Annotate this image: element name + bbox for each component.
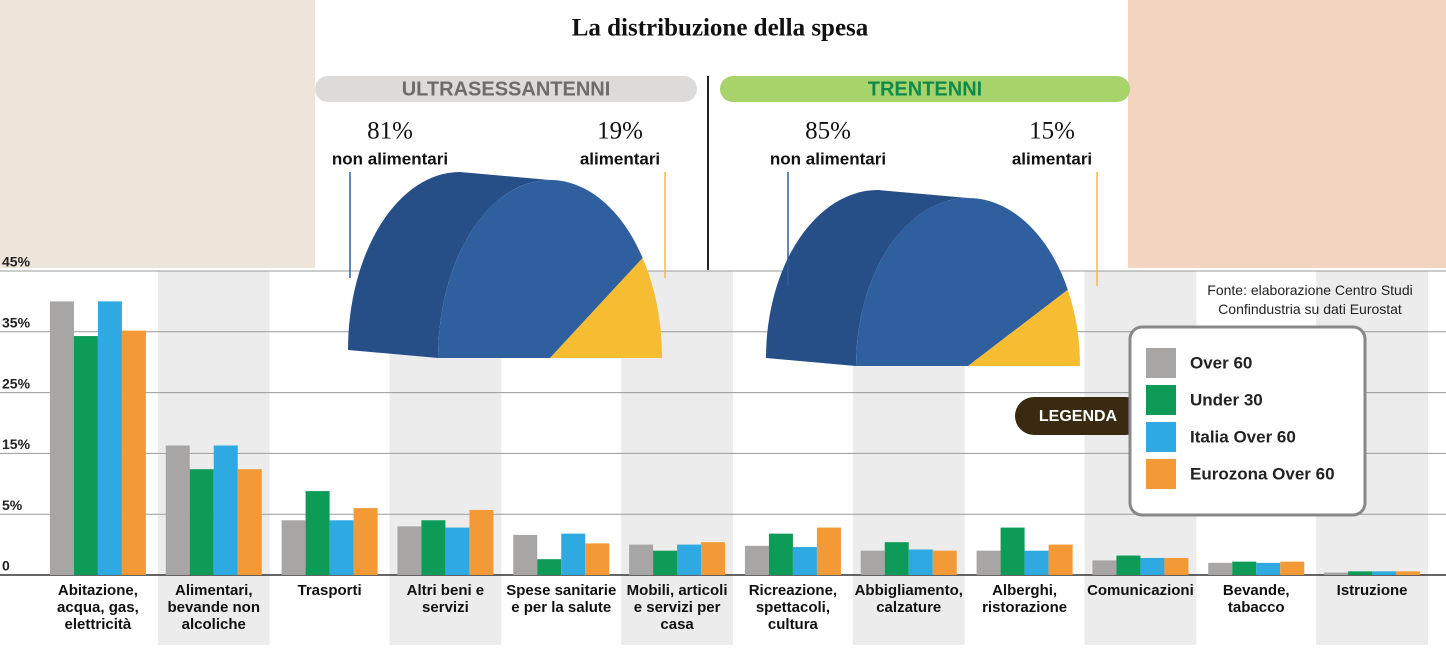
bar: [122, 331, 146, 575]
chart-title: La distribuzione della spesa: [572, 15, 869, 42]
bar: [513, 535, 537, 575]
pie-value-label: 15%: [1029, 118, 1075, 145]
bar: [445, 528, 469, 575]
bar: [1256, 563, 1280, 575]
y-tick-label: 35%: [2, 315, 31, 331]
bar: [745, 546, 769, 575]
bar: [1164, 558, 1188, 575]
x-tick-label: Altri beni e servizi: [389, 582, 501, 616]
page: La distribuzione della spesa 0 5% 15% 25% 35…: [0, 0, 1446, 660]
legend-label: Under 30: [1190, 390, 1263, 409]
bar: [561, 534, 585, 575]
legend-swatch: [1146, 348, 1176, 378]
bar: [98, 301, 122, 575]
bar: [330, 520, 354, 575]
x-tick-label: Alimentari, bevande non alcoliche: [158, 582, 270, 633]
bar: [1025, 551, 1049, 575]
bar: [817, 528, 841, 575]
pie-category-label: alimentari: [580, 149, 660, 168]
bar: [933, 551, 957, 575]
bar: [769, 534, 793, 575]
bar: [1324, 573, 1348, 575]
bar: [585, 543, 609, 575]
pie-value-label: 19%: [597, 118, 643, 145]
bar: [166, 445, 190, 575]
bar: [861, 551, 885, 575]
bar: [1232, 562, 1256, 575]
bar: [306, 491, 330, 575]
bar: [1092, 560, 1116, 575]
legend-swatch: [1146, 385, 1176, 415]
bar: [629, 545, 653, 575]
x-tick-label: Abitazione, acqua, gas, elettricità: [42, 582, 154, 633]
y-tick-label: 15%: [2, 436, 31, 452]
bar: [1049, 545, 1073, 575]
bar: [469, 510, 493, 575]
bar: [1396, 571, 1420, 575]
x-tick-label: Abbigliamento, calzature: [853, 582, 965, 616]
bar: [1348, 571, 1372, 575]
bar: [1140, 558, 1164, 575]
chart: La distribuzione della spesa 0 5% 15% 25% 35…: [0, 0, 1446, 660]
pie-category-label: non alimentari: [332, 149, 448, 168]
bar: [1116, 556, 1140, 575]
pie-value-label: 81%: [367, 118, 413, 145]
bar: [677, 545, 701, 575]
pie-value-label: 85%: [805, 118, 851, 145]
pie-title: ULTRASESSANTENNI: [402, 78, 611, 100]
x-tick-label: Trasporti: [274, 582, 386, 599]
x-tick-label: Ricreazione, spettacoli, cultura: [737, 582, 849, 633]
y-tick-label: 0: [2, 558, 10, 574]
legend-swatch: [1146, 422, 1176, 452]
bar: [190, 469, 214, 575]
bar: [50, 301, 74, 575]
bar: [653, 551, 677, 575]
bar: [909, 549, 933, 575]
pie-title: TRENTENNI: [868, 78, 982, 100]
bar: [421, 520, 445, 575]
photo-elderly: [0, 0, 315, 268]
pie-category-label: alimentari: [1012, 149, 1092, 168]
bar: [1208, 563, 1232, 575]
bar: [701, 542, 725, 575]
bar: [885, 542, 909, 575]
x-tick-label: Mobili, articoli e servizi per casa: [621, 582, 733, 633]
x-tick-label: Comunicazioni: [1084, 582, 1196, 599]
x-tick-label: Istruzione: [1316, 582, 1428, 599]
bar: [1001, 528, 1025, 575]
photo-young: [1128, 0, 1446, 268]
source-note: Fonte: elaborazione Centro Studi Confind…: [1200, 281, 1420, 319]
bar: [214, 445, 238, 575]
legend-swatch: [1146, 459, 1176, 489]
bar: [1280, 562, 1304, 575]
legend-title: LEGENDA: [1039, 408, 1118, 425]
bar: [397, 526, 421, 575]
y-tick-label: 5%: [2, 497, 23, 513]
bar: [238, 469, 262, 575]
y-tick-label: 45%: [2, 254, 31, 270]
legend-label: Over 60: [1190, 353, 1252, 372]
bar: [793, 547, 817, 575]
x-tick-label: Spese sanitarie e per la salute: [505, 582, 617, 616]
legend-label: Italia Over 60: [1190, 427, 1296, 446]
legend-label: Eurozona Over 60: [1190, 464, 1335, 483]
bar: [354, 508, 378, 575]
bar: [537, 559, 561, 575]
bar: [74, 336, 98, 575]
x-tick-label: Alberghi, ristorazione: [969, 582, 1081, 616]
x-tick-label: Bevande, tabacco: [1200, 582, 1312, 616]
pie-category-label: non alimentari: [770, 149, 886, 168]
bar: [282, 520, 306, 575]
y-tick-label: 25%: [2, 375, 31, 391]
bar: [1372, 571, 1396, 575]
bar: [977, 551, 1001, 575]
